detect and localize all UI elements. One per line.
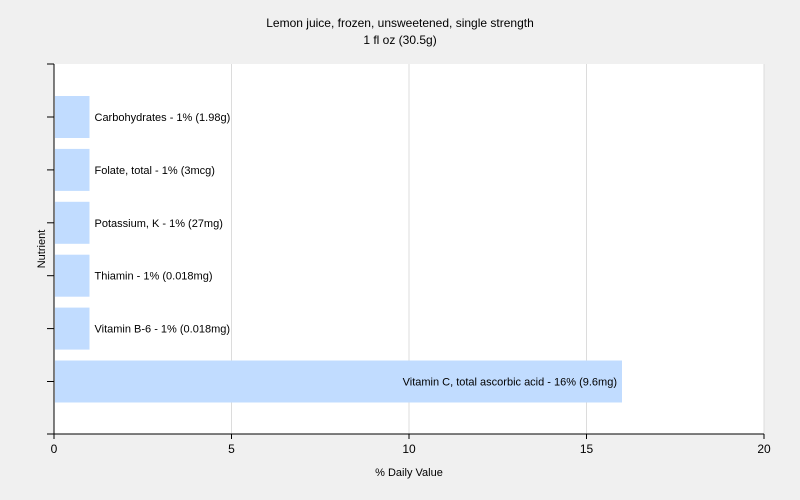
bar-label: Potassium, K - 1% (27mg): [95, 218, 223, 230]
bar-label: Thiamin - 1% (0.018mg): [95, 271, 213, 283]
x-tick-label: 20: [757, 442, 771, 456]
bar-label: Folate, total - 1% (3mcg): [95, 165, 215, 177]
bar-label: Vitamin B-6 - 1% (0.018mg): [95, 324, 231, 336]
x-tick-label: 15: [580, 442, 594, 456]
chart-title: Lemon juice, frozen, unsweetened, single…: [266, 16, 534, 30]
bar: [55, 148, 90, 191]
label-layer: 0 5 10 15 20 Carbohydrates - 1% (1.98g) Folate…: [51, 112, 771, 456]
bar: [55, 307, 90, 350]
bar-label: Vitamin C, total ascorbic acid - 16% (9.…: [403, 377, 617, 389]
x-axis-title: % Daily Value: [375, 467, 443, 479]
bar: [55, 360, 622, 403]
x-tick-label: 0: [51, 442, 58, 456]
chart-subtitle: 1 fl oz (30.5g): [363, 33, 436, 47]
bar-layer: [55, 96, 622, 403]
x-tick-label: 5: [228, 442, 235, 456]
y-axis-title: Nutrient: [36, 230, 48, 269]
bar: [55, 254, 90, 297]
bar-label: Carbohydrates - 1% (1.98g): [95, 112, 231, 124]
axis-layer: [47, 63, 765, 439]
x-tick-label: 10: [402, 442, 416, 456]
bar: [55, 96, 90, 138]
bar: [55, 201, 90, 244]
